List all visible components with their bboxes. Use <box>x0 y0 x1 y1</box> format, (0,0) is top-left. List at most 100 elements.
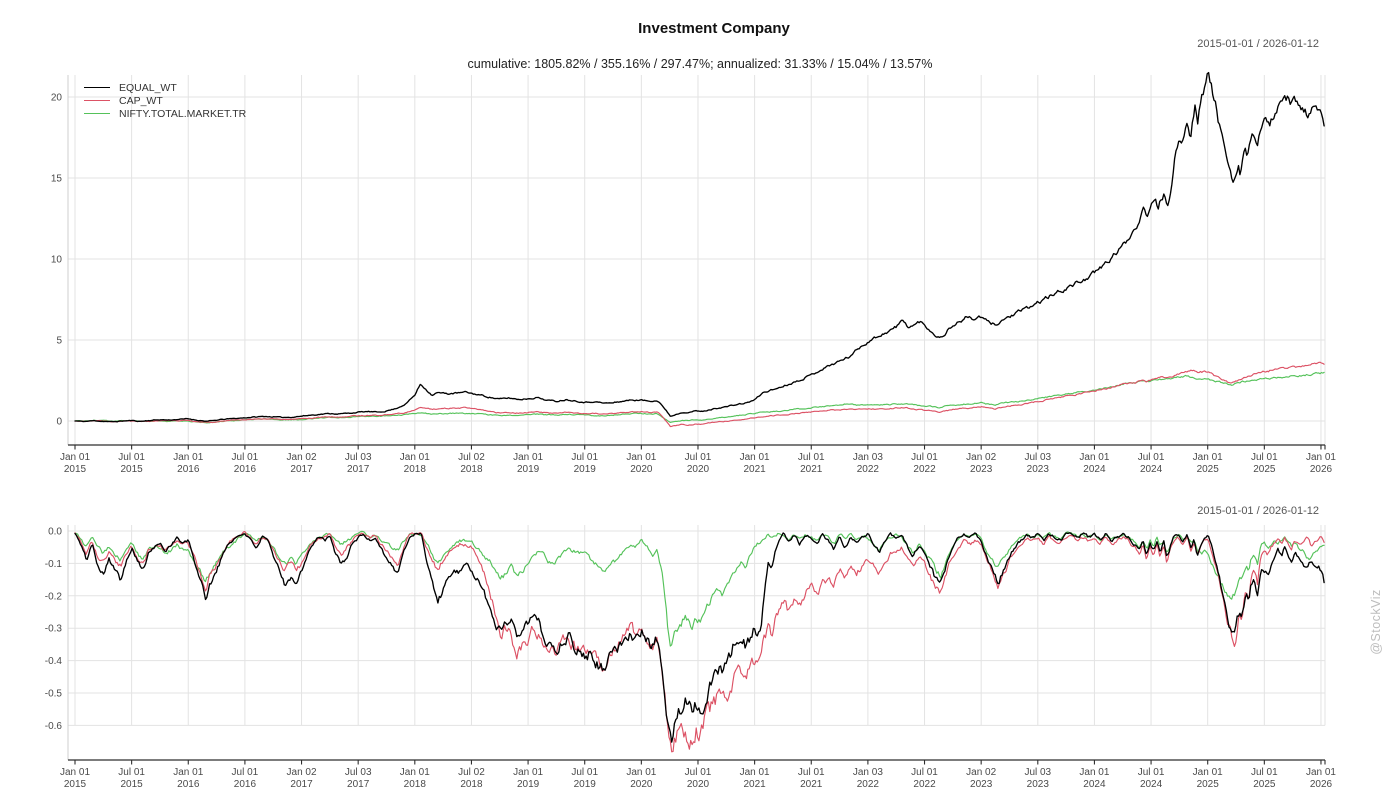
cumulative-series-line-EQUAL_WT <box>74 71 1325 423</box>
cumulative-x-tick-label: Jul 01 <box>571 452 598 463</box>
date-range-bottom-chart: 2015-01-01 / 2026-01-12 <box>1197 505 1319 517</box>
cumulative-x-tick-label: 2019 <box>574 464 597 475</box>
legend-label-cap-wt: CAP_WT <box>119 94 163 107</box>
cumulative-x-tick-label: 2015 <box>121 464 144 475</box>
cumulative-x-tick-label: 2023 <box>970 464 993 475</box>
cumulative-x-tick-label: Jul 01 <box>1138 452 1165 463</box>
drawdown-x-tick-label: Jul 01 <box>118 767 145 778</box>
cumulative-x-tick-label: Jan 01 <box>626 452 656 463</box>
cumulative-y-tick-label: 5 <box>56 336 62 347</box>
drawdown-x-tick-label: Jan 02 <box>966 767 996 778</box>
legend-label-equal-wt: EQUAL_WT <box>119 81 177 94</box>
drawdown-x-tick-label: 2025 <box>1253 779 1276 790</box>
drawdown-x-tick-label: 2022 <box>857 779 880 790</box>
date-range-top-chart: 2015-01-01 / 2026-01-12 <box>1197 38 1319 50</box>
stockviz-watermark: @StockViz <box>1369 589 1383 655</box>
drawdown-x-tick-label: 2018 <box>460 779 483 790</box>
cumulative-x-tick-label: 2025 <box>1253 464 1276 475</box>
cumulative-x-tick-label: Jan 01 <box>1079 452 1109 463</box>
cumulative-x-tick-label: 2025 <box>1197 464 1220 475</box>
drawdown-series-line-NIFTY.TOTAL.MARKET.TR <box>74 530 1325 647</box>
equal-wt-line-swatch <box>84 87 110 88</box>
cumulative-x-tick-label: Jul 01 <box>118 452 145 463</box>
cumulative-x-tick-label: Jul 01 <box>685 452 712 463</box>
drawdown-y-tick-label: -0.1 <box>45 559 63 570</box>
drawdown-x-tick-label: Jan 01 <box>740 767 770 778</box>
nifty-line-swatch <box>84 113 110 114</box>
drawdown-x-tick-label: Jul 01 <box>571 767 598 778</box>
drawdown-x-tick-label: 2021 <box>743 779 766 790</box>
drawdown-x-tick-label: Jul 01 <box>798 767 825 778</box>
legend-item-equal-wt: EQUAL_WT <box>84 81 246 94</box>
cumulative-x-tick-label: Jul 01 <box>232 452 259 463</box>
cumulative-x-tick-label: Jan 02 <box>287 452 317 463</box>
drawdown-x-tick-label: 2019 <box>574 779 597 790</box>
drawdown-y-tick-label: -0.3 <box>45 624 63 635</box>
cumulative-x-tick-label: 2018 <box>404 464 427 475</box>
drawdown-x-tick-label: 2025 <box>1197 779 1220 790</box>
drawdown-x-tick-label: Jul 01 <box>911 767 938 778</box>
cumulative-series-line-CAP_WT <box>74 361 1325 428</box>
drawdown-x-tick-label: 2016 <box>234 779 257 790</box>
drawdown-x-tick-label: 2017 <box>347 779 370 790</box>
cumulative-x-tick-label: Jul 01 <box>911 452 938 463</box>
drawdown-x-tick-label: Jan 01 <box>513 767 543 778</box>
cumulative-x-tick-label: Jul 02 <box>458 452 485 463</box>
drawdown-x-tick-label: Jul 01 <box>1251 767 1278 778</box>
drawdown-y-tick-label: -0.2 <box>45 591 63 602</box>
cumulative-x-tick-label: 2017 <box>290 464 313 475</box>
cumulative-x-tick-label: 2020 <box>687 464 710 475</box>
drawdown-x-tick-label: Jul 01 <box>685 767 712 778</box>
cumulative-x-tick-label: Jan 02 <box>966 452 996 463</box>
drawdown-x-tick-label: 2015 <box>121 779 144 790</box>
cumulative-x-tick-label: Jan 01 <box>740 452 770 463</box>
cumulative-x-tick-label: 2018 <box>460 464 483 475</box>
drawdown-x-tick-label: 2020 <box>630 779 653 790</box>
drawdown-x-tick-label: Jul 01 <box>232 767 259 778</box>
drawdown-x-tick-label: Jan 01 <box>626 767 656 778</box>
drawdown-x-tick-label: Jan 03 <box>853 767 883 778</box>
drawdown-y-tick-label: -0.4 <box>45 656 63 667</box>
cumulative-x-tick-label: Jul 03 <box>345 452 372 463</box>
drawdown-x-tick-label: 2020 <box>687 779 710 790</box>
cumulative-x-tick-label: Jan 01 <box>1306 452 1336 463</box>
cap-wt-line-swatch <box>84 100 110 101</box>
drawdown-series-line-EQUAL_WT <box>74 532 1325 743</box>
drawdown-x-tick-label: Jan 01 <box>60 767 90 778</box>
cumulative-x-tick-label: 2021 <box>800 464 823 475</box>
drawdown-x-tick-label: 2019 <box>517 779 540 790</box>
drawdown-x-tick-label: Jul 01 <box>1138 767 1165 778</box>
cumulative-x-tick-label: Jan 03 <box>853 452 883 463</box>
page-title: Investment Company <box>638 20 790 37</box>
cumulative-x-tick-label: 2019 <box>517 464 540 475</box>
drawdown-x-tick-label: Jan 01 <box>1193 767 1223 778</box>
drawdown-y-tick-label: -0.6 <box>45 721 63 732</box>
chart-subtitle-stats: cumulative: 1805.82% / 355.16% / 297.47%… <box>467 57 933 71</box>
cumulative-x-tick-label: 2023 <box>1027 464 1050 475</box>
cumulative-x-tick-label: 2016 <box>177 464 200 475</box>
drawdown-x-tick-label: Jul 03 <box>1024 767 1051 778</box>
drawdown-x-tick-label: 2024 <box>1140 779 1163 790</box>
cumulative-x-tick-label: Jan 01 <box>60 452 90 463</box>
cumulative-y-tick-label: 0 <box>56 417 62 428</box>
cumulative-x-tick-label: Jul 01 <box>798 452 825 463</box>
drawdown-x-tick-label: 2016 <box>177 779 200 790</box>
drawdown-x-tick-label: 2021 <box>800 779 823 790</box>
cumulative-x-tick-label: Jan 01 <box>173 452 203 463</box>
drawdown-x-tick-label: 2017 <box>290 779 313 790</box>
drawdown-x-tick-label: Jan 01 <box>1079 767 1109 778</box>
cumulative-y-tick-label: 10 <box>51 255 63 266</box>
cumulative-y-tick-label: 15 <box>51 174 63 185</box>
legend: EQUAL_WT CAP_WT NIFTY.TOTAL.MARKET.TR <box>84 81 246 120</box>
legend-item-nifty: NIFTY.TOTAL.MARKET.TR <box>84 107 246 120</box>
drawdown-x-tick-label: Jan 01 <box>173 767 203 778</box>
drawdown-y-tick-label: -0.5 <box>45 689 63 700</box>
cumulative-x-tick-label: Jan 01 <box>513 452 543 463</box>
cumulative-x-tick-label: 2026 <box>1310 464 1333 475</box>
cumulative-x-tick-label: 2016 <box>234 464 257 475</box>
drawdown-x-tick-label: Jul 02 <box>458 767 485 778</box>
drawdown-x-tick-label: 2026 <box>1310 779 1333 790</box>
cumulative-x-tick-label: 2021 <box>743 464 766 475</box>
